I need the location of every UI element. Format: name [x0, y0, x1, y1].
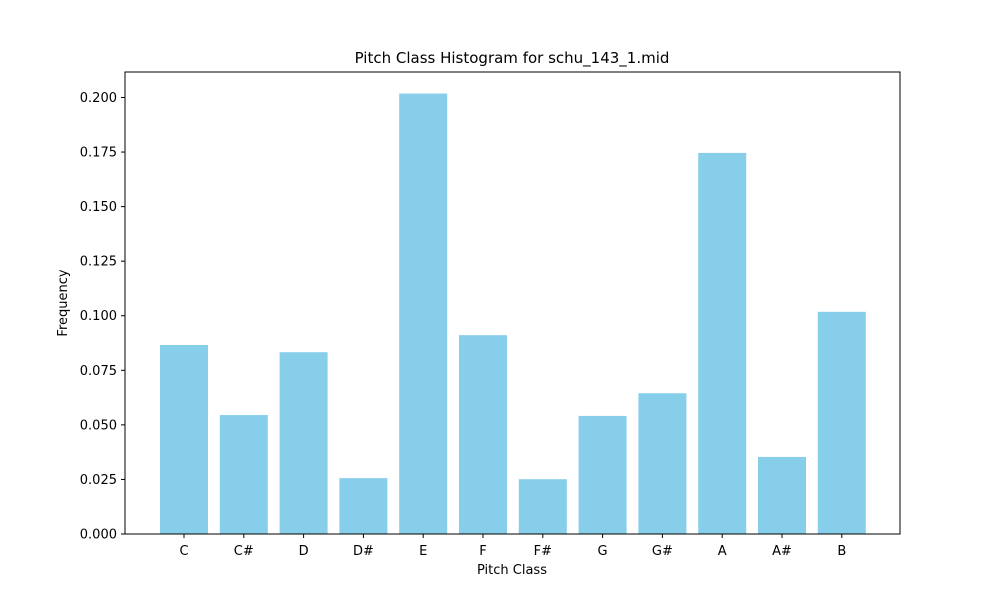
y-tick-label: 0.125: [80, 255, 117, 270]
chart-title: Pitch Class Histogram for schu_143_1.mid: [355, 49, 670, 68]
y-tick-label: 0.025: [80, 473, 117, 488]
y-axis-ticks: 0.000 0.025 0.050 0.075 0.100 0.125 0.150 0.175…: [80, 91, 125, 543]
x-tick-label: E: [419, 544, 427, 559]
bar-g-sharp: [638, 393, 687, 534]
y-tick-label: 0.050: [80, 418, 117, 433]
x-tick-label: D: [299, 544, 309, 559]
bar-e: [399, 93, 448, 534]
y-tick-label: 0.075: [80, 364, 117, 379]
x-tick-label: C#: [234, 544, 254, 559]
x-tick-label: F: [479, 544, 486, 559]
x-tick-label: F#: [534, 544, 552, 559]
x-tick-label: D#: [353, 544, 374, 559]
x-axis-label: Pitch Class: [477, 563, 547, 578]
bar-f-sharp: [518, 479, 567, 534]
bar-d: [279, 352, 328, 534]
bar-c-sharp: [219, 415, 268, 534]
x-tick-label: A: [718, 544, 727, 559]
y-tick-label: 0.150: [80, 200, 117, 215]
bar-d-sharp: [339, 478, 388, 534]
x-tick-label: A#: [772, 544, 792, 559]
plot-area-frame: [124, 71, 901, 535]
x-tick-label: G#: [652, 544, 673, 559]
y-tick-label: 0.000: [80, 528, 117, 543]
y-tick-label: 0.175: [80, 146, 117, 161]
y-tick-label: 0.200: [80, 91, 117, 106]
bar-b: [817, 311, 866, 534]
bar-c: [160, 344, 208, 534]
bar-f: [459, 335, 507, 534]
y-axis-label: Frequency: [56, 269, 71, 336]
x-tick-label: C: [179, 544, 188, 559]
bar-a-sharp: [758, 456, 806, 534]
x-tick-label: G: [598, 544, 608, 559]
bar-g: [578, 415, 627, 534]
x-axis-ticks: C C# D D# E F F# G G# A A# B: [179, 534, 846, 559]
bars-group: [160, 93, 866, 534]
x-tick-label: B: [837, 544, 846, 559]
y-tick-label: 0.100: [80, 309, 117, 324]
bar-a: [698, 152, 747, 534]
